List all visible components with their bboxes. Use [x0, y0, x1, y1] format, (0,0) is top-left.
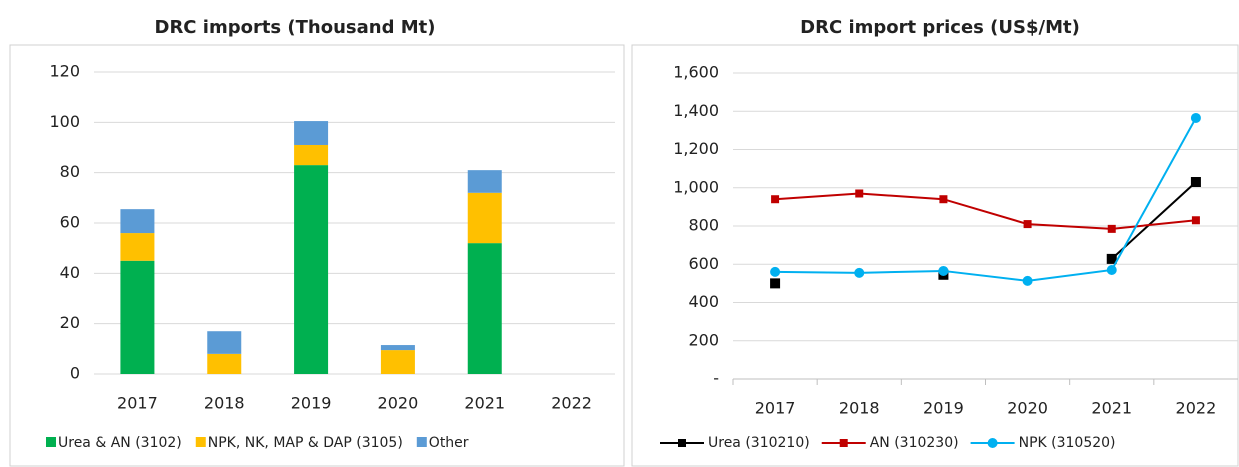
chart-title: DRC import prices (US$/Mt) [800, 17, 1080, 38]
y-tick-label: 60 [60, 213, 80, 232]
marker [854, 267, 865, 278]
y-tick-label: 600 [688, 254, 719, 273]
bar-segment [120, 209, 155, 234]
x-tick-label: 2021 [464, 394, 505, 413]
legend-label: Urea & AN (3102) [58, 435, 182, 451]
marker [1190, 112, 1201, 123]
y-tick-label: 200 [688, 330, 719, 349]
x-tick-label: 2019 [923, 399, 964, 418]
y-tick-label: 1,200 [673, 139, 719, 158]
marker [1106, 264, 1117, 275]
legend-label: NPK, NK, MAP & DAP (3105) [208, 435, 403, 451]
marker [1190, 177, 1201, 188]
y-tick-label: 1,400 [673, 101, 719, 120]
y-tick-label: 80 [60, 162, 80, 181]
marker [855, 189, 864, 198]
bar-segment [467, 243, 502, 374]
y-tick-label: 20 [60, 313, 80, 332]
x-tick-label: 2019 [291, 394, 332, 413]
x-tick-label: 2020 [378, 394, 419, 413]
marker [1022, 275, 1033, 286]
legend-label: Urea (310210) [708, 435, 810, 451]
panel-right [631, 44, 1239, 467]
panel-left [9, 44, 625, 467]
marker [1106, 253, 1117, 264]
x-tick-label: 2018 [204, 394, 245, 413]
legend-swatch [195, 437, 206, 447]
marker [770, 278, 781, 289]
bar-segment [294, 121, 329, 145]
series-line [775, 117, 1197, 282]
legend-label: AN (310230) [870, 435, 959, 451]
bar-segment [380, 350, 415, 374]
marker [1023, 220, 1032, 229]
marker [770, 266, 781, 277]
y-tick-label: 1,600 [673, 63, 719, 82]
legend-label: NPK (310520) [1019, 435, 1116, 451]
legend-swatch [416, 437, 427, 447]
legend-marker [678, 439, 686, 447]
bar-segment [207, 331, 242, 354]
marker [1107, 224, 1116, 233]
marker [938, 265, 949, 276]
legend-label: Other [429, 435, 469, 451]
bar-segment [467, 170, 502, 193]
y-tick-label: 100 [49, 112, 80, 131]
y-tick-label: 40 [60, 263, 80, 282]
x-tick-label: 2018 [839, 399, 880, 418]
bar-segment [120, 260, 155, 374]
y-tick-label: 0 [70, 364, 80, 383]
chart-title: DRC imports (Thousand Mt) [155, 17, 436, 38]
legend-swatch [46, 437, 56, 447]
legend-marker [987, 438, 998, 448]
x-tick-label: 2021 [1091, 399, 1132, 418]
bar-segment [294, 144, 329, 166]
y-tick-label: 120 [49, 62, 80, 81]
y-tick-label: 400 [688, 292, 719, 311]
y-tick-label: - [713, 369, 719, 388]
y-tick-label: 1,000 [673, 177, 719, 196]
x-tick-label: 2017 [117, 394, 158, 413]
bar-segment [207, 353, 242, 374]
y-tick-label: 800 [688, 216, 719, 235]
x-tick-label: 2020 [1007, 399, 1048, 418]
marker [771, 195, 780, 204]
bar-segment [120, 233, 155, 261]
marker [939, 195, 948, 204]
x-tick-label: 2017 [755, 399, 796, 418]
legend-marker [839, 439, 848, 447]
marker [1191, 216, 1200, 225]
bar-segment [380, 345, 415, 351]
bar-segment [467, 192, 502, 244]
bar-segment [294, 165, 329, 374]
series-line [775, 192, 1197, 230]
x-tick-label: 2022 [1176, 399, 1217, 418]
x-tick-label: 2022 [551, 394, 592, 413]
